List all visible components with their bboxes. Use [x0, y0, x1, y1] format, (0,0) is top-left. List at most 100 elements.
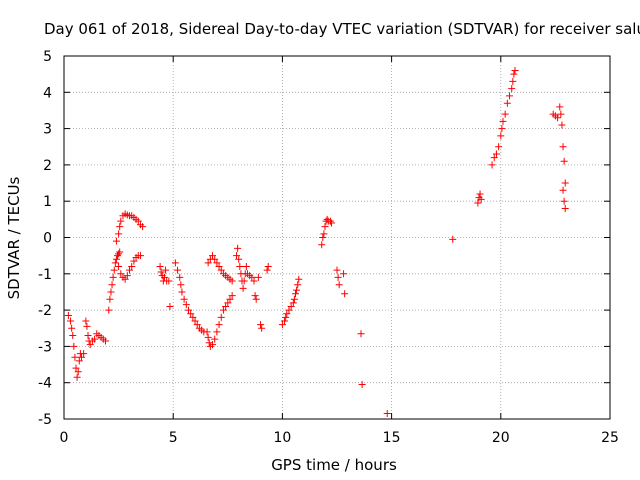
data-point — [236, 263, 244, 271]
y-tick-label: 3 — [43, 122, 52, 138]
data-point — [341, 290, 349, 298]
data-point — [108, 281, 116, 289]
data-point — [264, 263, 272, 271]
data-point — [84, 332, 92, 340]
data-point — [184, 306, 192, 314]
data-point — [64, 312, 72, 320]
data-point — [115, 263, 123, 271]
data-point — [233, 252, 241, 260]
data-point — [488, 161, 496, 169]
data-point — [101, 337, 109, 345]
y-tick-label: -5 — [38, 412, 52, 428]
y-tick-label: -3 — [38, 339, 52, 355]
data-point — [91, 335, 99, 343]
data-point — [165, 277, 173, 285]
data-point — [559, 186, 567, 194]
data-point — [335, 281, 343, 289]
data-point — [116, 248, 124, 256]
data-point — [203, 328, 211, 336]
data-point — [320, 230, 328, 238]
data-point — [278, 321, 286, 329]
data-point — [235, 255, 243, 263]
data-point — [257, 321, 265, 329]
axis-ticks: 0 5 10 15 20 25 -5 -4 -3 -2 -1 0 1 2 3 4 5 — [38, 49, 619, 446]
data-point — [205, 339, 213, 347]
data-point — [189, 313, 197, 321]
data-point — [557, 110, 565, 118]
data-point — [503, 99, 511, 107]
data-point — [321, 223, 329, 231]
data-point — [224, 299, 232, 307]
data-point — [116, 223, 124, 231]
data-point — [157, 268, 165, 276]
data-points — [64, 67, 569, 418]
data-point — [263, 266, 271, 274]
x-axis-label: GPS time / hours — [271, 456, 397, 474]
data-point — [228, 277, 236, 285]
data-point — [211, 255, 219, 263]
data-point — [240, 277, 248, 285]
data-point — [498, 125, 506, 133]
data-point — [292, 290, 300, 298]
data-point — [174, 266, 182, 274]
data-point — [204, 259, 212, 267]
data-point — [117, 217, 125, 225]
data-point — [191, 317, 199, 325]
data-point — [193, 321, 201, 329]
data-point — [357, 330, 365, 338]
data-point — [111, 259, 119, 267]
x-tick-label: 25 — [601, 430, 619, 446]
data-point — [226, 295, 234, 303]
data-point — [326, 217, 334, 225]
data-point — [508, 85, 516, 93]
data-point — [68, 324, 76, 332]
data-point — [474, 199, 482, 207]
data-point — [75, 357, 83, 365]
data-point — [340, 270, 348, 278]
data-point — [318, 241, 326, 249]
data-point — [209, 252, 217, 260]
data-point — [492, 150, 500, 158]
data-point — [561, 204, 569, 212]
data-point — [217, 313, 225, 321]
data-point — [105, 306, 113, 314]
data-point — [560, 157, 568, 165]
data-point — [290, 295, 298, 303]
x-tick-label: 0 — [60, 430, 69, 446]
data-point — [561, 179, 569, 187]
data-point — [383, 410, 391, 418]
data-point — [215, 321, 223, 329]
y-axis-label: SDTVAR / TECUs — [5, 176, 23, 299]
data-point — [242, 263, 250, 271]
data-point — [239, 284, 247, 292]
data-point — [117, 270, 125, 278]
data-point — [109, 273, 117, 281]
data-point — [112, 237, 120, 245]
data-point — [254, 273, 262, 281]
data-point — [334, 273, 342, 281]
y-tick-label: 4 — [43, 85, 52, 101]
y-tick-label: 2 — [43, 158, 52, 174]
x-tick-label: 5 — [169, 430, 178, 446]
data-point — [128, 263, 136, 271]
data-point — [511, 67, 519, 75]
data-point — [72, 364, 80, 372]
data-point — [289, 299, 297, 307]
data-point — [282, 313, 290, 321]
data-point — [319, 234, 327, 241]
data-point — [219, 306, 227, 314]
data-point — [281, 317, 289, 325]
data-point — [176, 273, 184, 281]
data-point — [73, 373, 81, 381]
data-point — [171, 259, 179, 267]
data-point — [287, 302, 295, 310]
data-point — [156, 263, 164, 271]
data-point — [252, 295, 260, 303]
data-point — [112, 255, 120, 263]
data-point — [560, 197, 568, 205]
data-point — [215, 263, 223, 271]
data-point — [134, 217, 142, 225]
data-point — [160, 273, 168, 281]
data-point — [106, 295, 114, 303]
